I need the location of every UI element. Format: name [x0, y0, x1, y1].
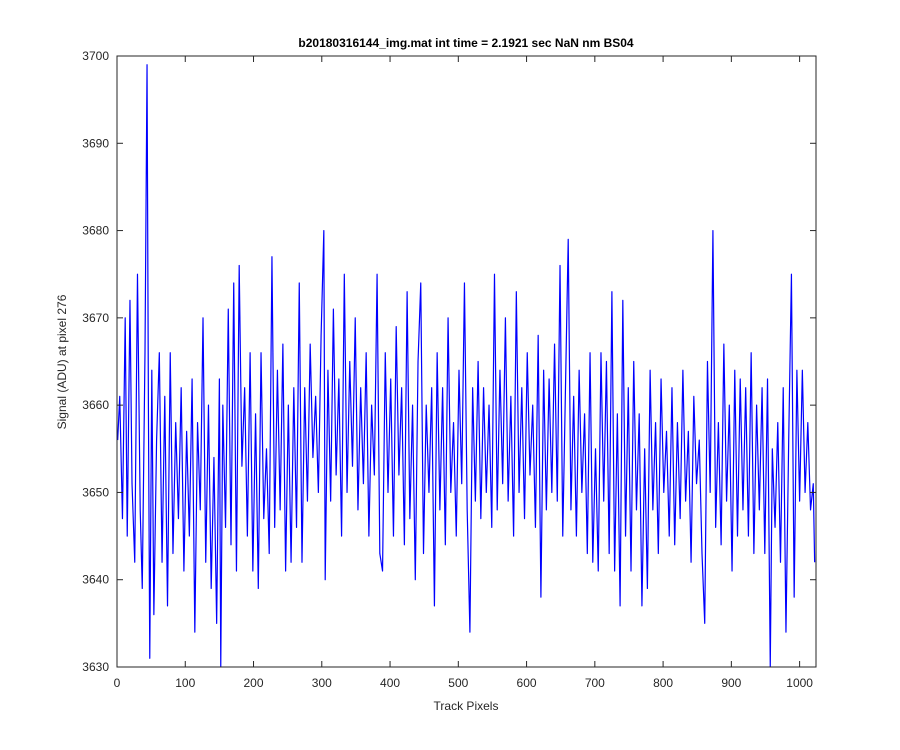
x-tick-label: 100: [175, 676, 195, 690]
x-tick-label: 200: [244, 676, 264, 690]
y-tick-label: 3640: [82, 573, 109, 587]
y-tick-label: 3650: [82, 485, 109, 499]
x-tick-label: 400: [380, 676, 400, 690]
x-axis-label: Track Pixels: [434, 699, 499, 713]
x-tick-label: 800: [653, 676, 673, 690]
y-tick-label: 3670: [82, 311, 109, 325]
axes: 0 100 200 300 400 500 600 700 800 900 1000 3630 3640…: [82, 49, 817, 690]
chart-title: b20180316144_img.mat int time = 2.1921 s…: [298, 36, 634, 50]
y-tick-label: 3700: [82, 49, 109, 63]
y-tick-label: 3660: [82, 398, 109, 412]
y-axis-label: Signal (ADU) at pixel 276: [55, 294, 69, 429]
x-tick-label: 0: [114, 676, 121, 690]
y-tick-label: 3680: [82, 224, 109, 238]
y-tick-label: 3630: [82, 660, 109, 674]
x-tick-label: 700: [585, 676, 605, 690]
y-tick-label: 3690: [82, 136, 109, 150]
x-tick-label: 600: [517, 676, 537, 690]
plot-area: [117, 64, 816, 667]
x-tick-label: 500: [448, 676, 468, 690]
x-tick-label: 300: [312, 676, 332, 690]
axes-box: [116, 55, 817, 668]
x-tick-label: 1000: [786, 676, 813, 690]
x-tick-label: 900: [721, 676, 741, 690]
series-line-0: [117, 64, 816, 667]
